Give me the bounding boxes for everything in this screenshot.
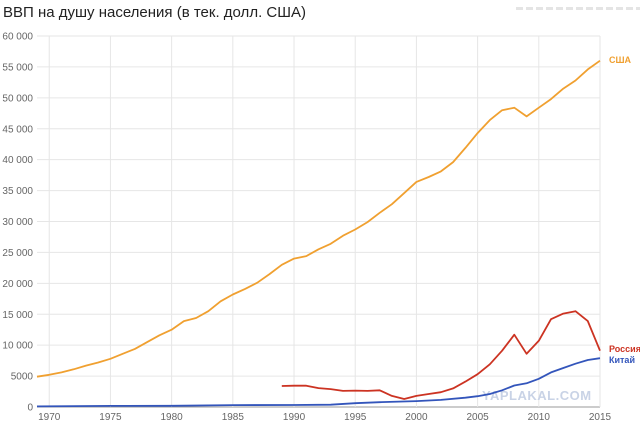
watermark-text: YAPLAKAL.COM (482, 388, 592, 403)
series-label: Россия (609, 344, 640, 354)
series-lines (36, 59, 601, 408)
y-tick-label: 20 000 (2, 279, 33, 290)
x-tick-label: 1995 (344, 412, 367, 423)
y-tick-label: 60 000 (2, 32, 33, 43)
series-label: Китай (609, 355, 635, 365)
series-line (36, 357, 601, 408)
y-tick-label: 5000 (11, 372, 34, 383)
chart-title: ВВП на душу населения (в тек. долл. США) (3, 4, 306, 21)
y-tick-label: 10 000 (2, 341, 33, 352)
y-axis-ticks: 0 5000 10 000 15 000 20 000 25 000 30 000 35 00… (2, 32, 33, 414)
x-tick-label: 2005 (466, 412, 489, 423)
x-tick-label: 1975 (99, 412, 122, 423)
y-tick-label: 50 000 (2, 93, 33, 104)
series-label: США (609, 55, 632, 65)
x-tick-label: 2000 (405, 412, 428, 423)
x-tick-label: 2015 (589, 412, 612, 423)
y-tick-label: 0 (27, 403, 33, 414)
x-tick-label: 1985 (222, 412, 245, 423)
y-tick-label: 30 000 (2, 217, 33, 228)
gridlines (37, 35, 601, 408)
series-line (36, 59, 601, 378)
x-tick-label: 1980 (161, 412, 184, 423)
x-tick-label: 1990 (283, 412, 306, 423)
y-tick-label: 35 000 (2, 186, 33, 197)
y-tick-label: 45 000 (2, 124, 33, 135)
y-tick-label: 40 000 (2, 155, 33, 166)
x-tick-label: 1970 (38, 412, 61, 423)
watermark-decoration (516, 7, 640, 10)
x-axis-ticks: 1970 1975 1980 1985 1990 1995 2000 2005 2010 2015 (38, 412, 611, 423)
y-tick-label: 25 000 (2, 248, 33, 259)
series-line (281, 310, 601, 400)
y-tick-label: 55 000 (2, 62, 33, 73)
x-tick-label: 2010 (528, 412, 551, 423)
y-tick-label: 15 000 (2, 310, 33, 321)
